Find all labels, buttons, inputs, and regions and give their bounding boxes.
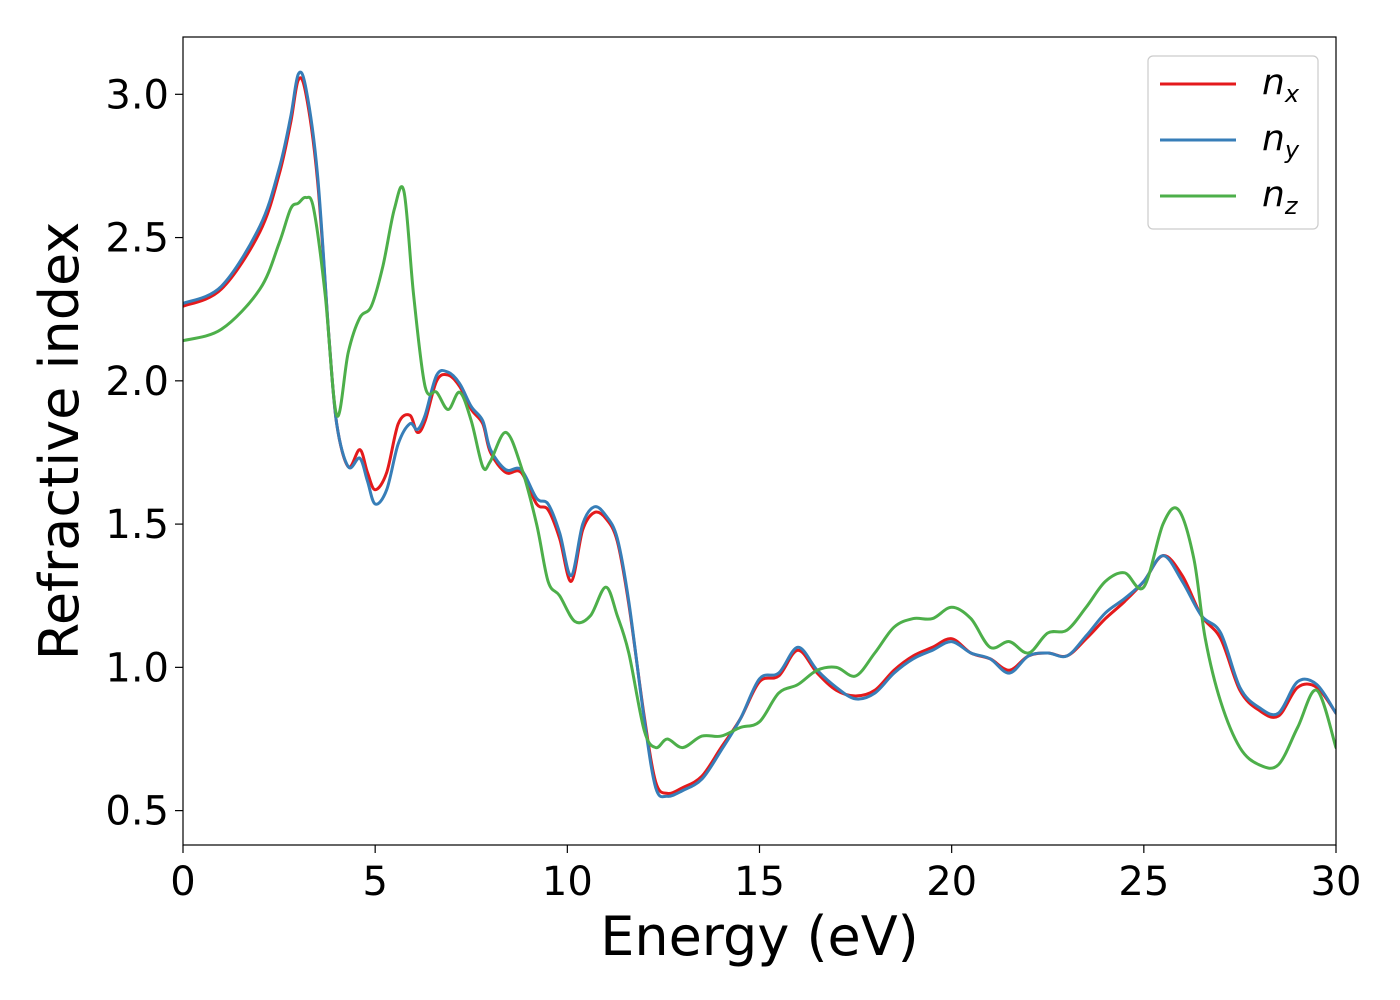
x-tick-label: 0 <box>170 859 195 905</box>
y-tick-label: 3.0 <box>105 72 169 118</box>
series-line-y <box>183 70 1336 799</box>
legend-label: ny <box>1262 118 1300 164</box>
y-tick-label: 2.0 <box>105 359 169 405</box>
x-tick-label: 20 <box>926 859 977 905</box>
x-tick-label: 5 <box>362 859 387 905</box>
legend-label: nz <box>1262 174 1299 220</box>
plot-series <box>183 70 1336 799</box>
y-tick-label: 2.5 <box>105 216 169 262</box>
legend-item-z: nz <box>1160 174 1299 220</box>
x-tick-label: 15 <box>734 859 785 905</box>
y-tick-label: 0.5 <box>105 789 169 835</box>
x-tick-label: 10 <box>542 859 593 905</box>
legend: nx ny nz <box>1147 55 1319 230</box>
x-tick-label: 30 <box>1311 859 1362 905</box>
y-axis-title: Refractive index <box>28 222 91 661</box>
y-tick-label: 1.0 <box>105 645 169 691</box>
x-axis-title: Energy (eV) <box>600 905 919 968</box>
x-tick-label: 25 <box>1118 859 1169 905</box>
x-axis-ticks: 0 5 10 15 20 25 30 <box>170 845 1361 905</box>
series-line-z <box>183 185 1336 770</box>
legend-item-x: nx <box>1160 62 1300 108</box>
legend-label: nx <box>1262 62 1300 108</box>
legend-box <box>1147 55 1319 230</box>
y-tick-label: 1.5 <box>105 502 169 548</box>
y-axis-ticks: 0.5 1.0 1.5 2.0 2.5 3.0 <box>105 72 183 835</box>
legend-item-y: ny <box>1160 118 1300 164</box>
